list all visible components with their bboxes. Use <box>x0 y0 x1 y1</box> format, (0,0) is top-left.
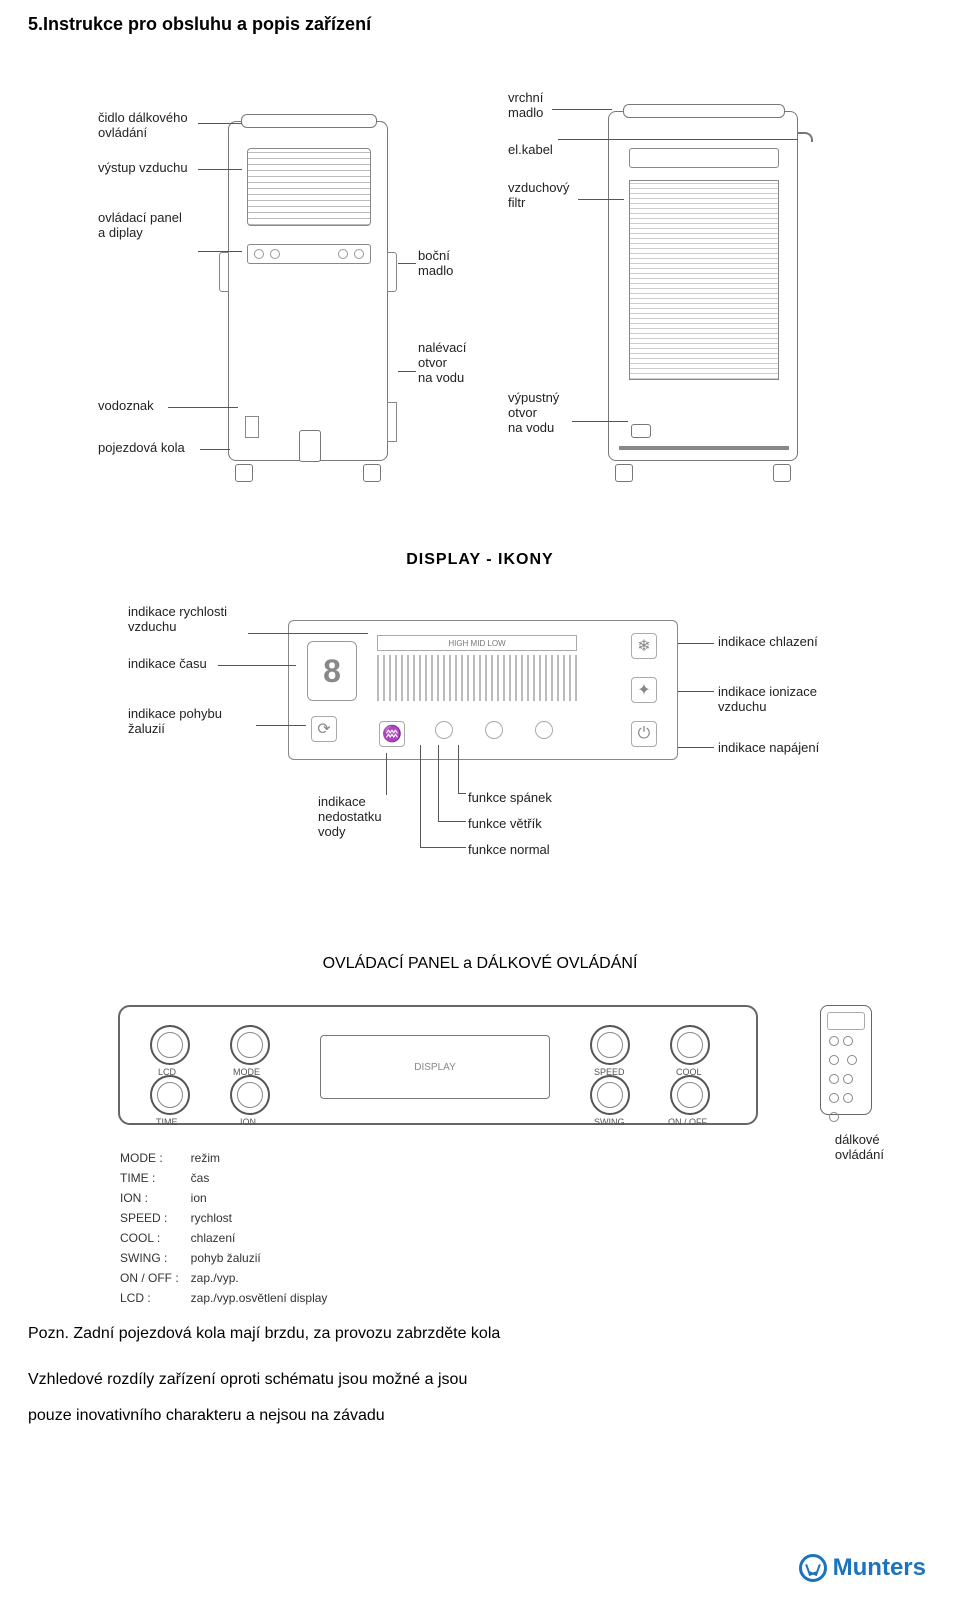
label-cool-ind: indikace chlazení <box>718 635 818 650</box>
remote-control <box>820 1005 872 1115</box>
label-sleep: funkce spánek <box>468 791 552 806</box>
label-ion-ind: indikace ionizace vzduchu <box>718 685 817 715</box>
display-diagram: 8 HIGH MID LOW ❄ ✦ ⏻ ⟳ ♒ indikace rychlo… <box>28 595 932 935</box>
control-diagram: OVLÁDACÍ PANEL a DÁLKOVÉ OVLÁDÁNÍ DISPLA… <box>28 955 932 1335</box>
glossary-table: MODE :režimTIME :časION :ionSPEED :rychl… <box>118 1147 329 1309</box>
control-section-title: OVLÁDACÍ PANEL a DÁLKOVÉ OVLÁDÁNÍ <box>28 955 932 973</box>
glossary-val: rychlost <box>191 1209 328 1227</box>
device-back <box>608 111 798 461</box>
knob-onoff <box>670 1075 710 1115</box>
glossary-key: SWING : <box>120 1249 189 1267</box>
display-time-icon: 8 <box>307 641 357 701</box>
label-fill-opening: nalévací otvor na vodu <box>418 341 466 386</box>
display-speed-bar: HIGH MID LOW <box>377 635 577 651</box>
device-diagram: čidlo dálkového ovládání výstup vzduchu … <box>28 81 932 521</box>
label-power-ind: indikace napájení <box>718 741 819 756</box>
control-display: DISPLAY <box>320 1035 550 1099</box>
knob-label-ion: ION <box>240 1117 256 1127</box>
power-icon: ⏻ <box>631 721 657 747</box>
knob-lcd <box>150 1025 190 1065</box>
label-water-ind: indikace nedostatku vody <box>318 795 382 840</box>
label-air-filter: vzduchový filtr <box>508 181 569 211</box>
glossary-val: čas <box>191 1169 328 1187</box>
label-side-handle: boční madlo <box>418 249 453 279</box>
label-wheels: pojezdová kola <box>98 441 185 456</box>
glossary-val: zap./vyp.osvětlení display <box>191 1289 328 1307</box>
footer-line2: pouze inovativního charakteru a nejsou n… <box>28 1403 932 1429</box>
knob-label-cool: COOL <box>676 1067 702 1077</box>
label-time-ind: indikace času <box>128 657 207 672</box>
glossary-key: ON / OFF : <box>120 1269 189 1287</box>
glossary-val: zap./vyp. <box>191 1269 328 1287</box>
knob-label-speed: SPEED <box>594 1067 625 1077</box>
glossary-val: pohyb žaluzií <box>191 1249 328 1267</box>
logo-icon <box>799 1554 827 1582</box>
knob-label-mode: MODE <box>233 1067 260 1077</box>
device-front <box>228 121 388 461</box>
label-water-mark: vodoznak <box>98 399 154 414</box>
knob-label-onoff: ON / OFF <box>668 1117 707 1127</box>
glossary-key: ION : <box>120 1189 189 1207</box>
label-air-outlet: výstup vzduchu <box>98 161 188 176</box>
knob-ion <box>230 1075 270 1115</box>
brand-logo: Munters <box>799 1554 926 1582</box>
snowflake-icon: ❄ <box>631 633 657 659</box>
label-speed-ind: indikace rychlosti vzduchu <box>128 605 227 635</box>
display-section-title: DISPLAY - IKONY <box>28 551 932 569</box>
knob-mode <box>230 1025 270 1065</box>
footer-line1: Vzhledové rozdíly zařízení oproti schéma… <box>28 1367 932 1393</box>
water-icon: ♒ <box>379 721 405 747</box>
glossary-val: chlazení <box>191 1229 328 1247</box>
knob-label-lcd: LCD <box>158 1067 176 1077</box>
glossary-key: LCD : <box>120 1289 189 1307</box>
label-remote: dálkové ovládání <box>835 1133 884 1163</box>
label-cable: el.kabel <box>508 143 553 158</box>
label-breeze: funkce větřík <box>468 817 542 832</box>
label-control-panel: ovládací panel a diplay <box>98 211 182 241</box>
knob-label-time: TIME <box>156 1117 178 1127</box>
label-top-handle: vrchní madlo <box>508 91 543 121</box>
glossary-val: ion <box>191 1189 328 1207</box>
swing-icon: ⟳ <box>311 716 337 742</box>
glossary-key: SPEED : <box>120 1209 189 1227</box>
knob-cool <box>670 1025 710 1065</box>
glossary-key: TIME : <box>120 1169 189 1187</box>
knob-swing <box>590 1075 630 1115</box>
glossary-val: režim <box>191 1149 328 1167</box>
label-swing-ind: indikace pohybu žaluzií <box>128 707 222 737</box>
logo-text: Munters <box>833 1554 926 1582</box>
ion-icon: ✦ <box>631 677 657 703</box>
label-remote-sensor: čidlo dálkového ovládání <box>98 111 188 141</box>
knob-label-swing: SWING <box>594 1117 625 1127</box>
label-normal: funkce normal <box>468 843 550 858</box>
label-drain: výpustný otvor na vodu <box>508 391 559 436</box>
glossary-key: COOL : <box>120 1229 189 1247</box>
glossary-key: MODE : <box>120 1149 189 1167</box>
page-title: 5.Instrukce pro obsluhu a popis zařízení <box>28 14 932 35</box>
knob-speed <box>590 1025 630 1065</box>
knob-time <box>150 1075 190 1115</box>
